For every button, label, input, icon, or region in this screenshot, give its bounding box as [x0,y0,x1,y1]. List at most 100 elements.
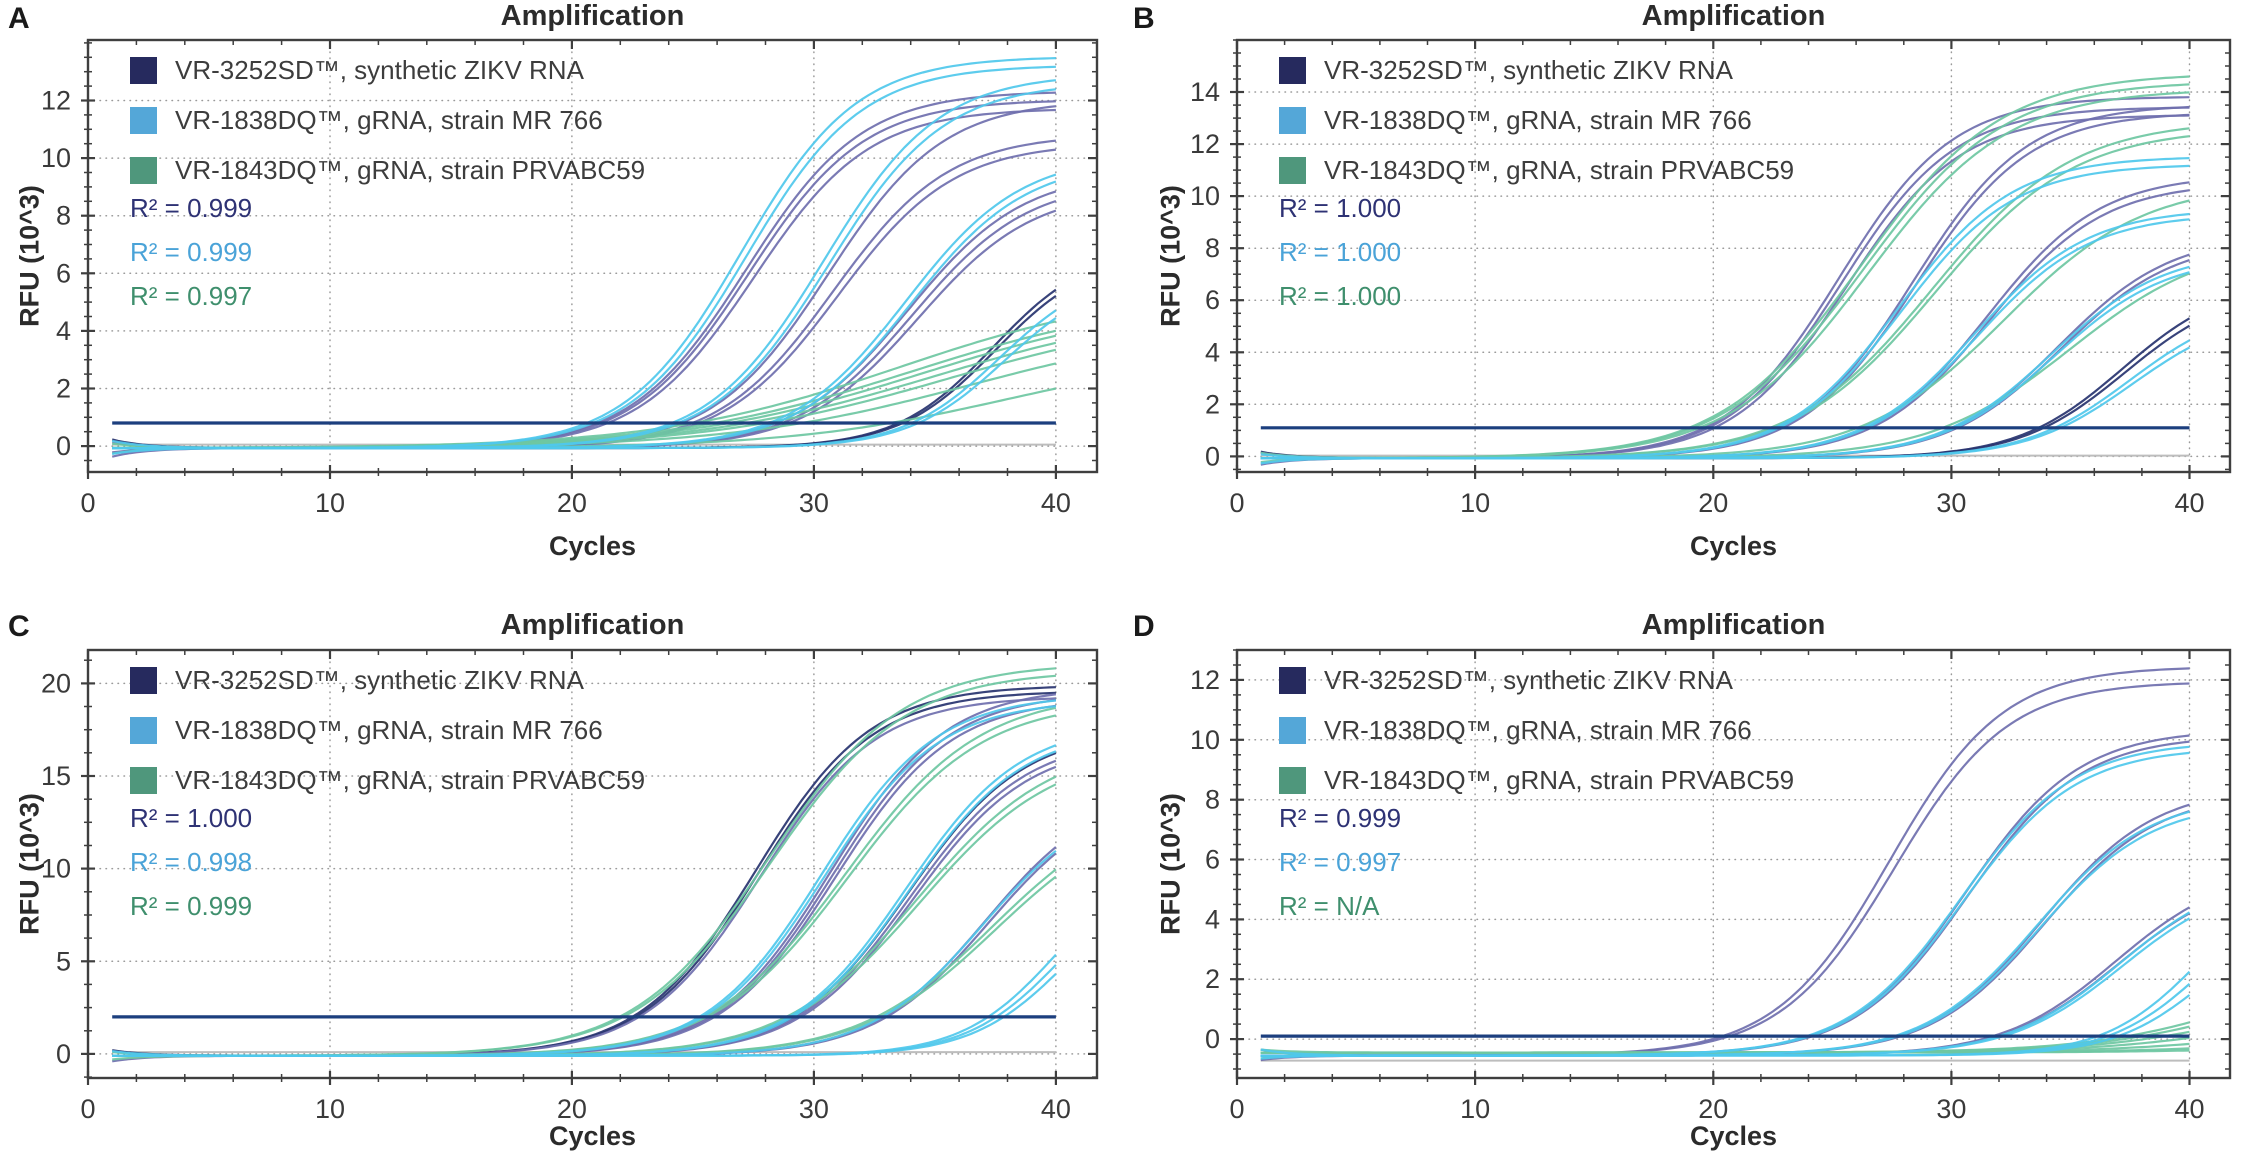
y-axis-label: RFU (10^3) [14,793,45,935]
legend-item: VR-1838DQ™, gRNA, strain MR 766 [130,715,645,746]
panel-a: 0 10 20 30 40 0 2 4 6 8 10 12 A Amplification RFU (… [0,0,1125,578]
legend: VR-3252SD™, synthetic ZIKV RNA VR-1838DQ… [1279,665,1794,796]
r-squared-value-navy: R² = 1.000 [1279,193,1402,223]
panel-c: 0 10 20 30 40 0 5 10 15 20 C Amplification RFU (1… [0,578,1125,1156]
r-squared-block: R² = 0.999 R² = 0.997 R² = N/A [1279,803,1401,922]
svg-text:5: 5 [56,946,71,976]
legend-swatch-navy [130,57,157,84]
svg-text:10: 10 [41,143,71,173]
r-squared-block: R² = 1.000 R² = 1.000 R² = 1.000 [1279,193,1401,312]
y-axis-label: RFU (10^3) [1155,185,1186,327]
legend-item: VR-1838DQ™, gRNA, strain MR 766 [1279,105,1794,136]
svg-text:4: 4 [56,316,71,346]
legend-label: VR-1838DQ™, gRNA, strain MR 766 [1324,105,1752,135]
svg-text:0: 0 [1229,488,1244,518]
panel-d: 0 10 20 30 40 0 2 4 6 8 10 12 D Amplification RFU (… [1125,578,2250,1156]
svg-text:6: 6 [1205,285,1220,315]
legend-label: VR-1843DQ™, gRNA, strain PRVABC59 [1324,765,1795,795]
legend-item: VR-1843DQ™, gRNA, strain PRVABC59 [1279,155,1794,186]
legend: VR-3252SD™, synthetic ZIKV RNA VR-1838DQ… [130,665,645,796]
legend-label: VR-3252SD™, synthetic ZIKV RNA [1324,55,1733,85]
svg-text:10: 10 [41,854,71,884]
x-axis-label: Cycles [548,531,637,561]
legend-label: VR-1838DQ™, gRNA, strain MR 766 [175,105,603,135]
legend-item: VR-3252SD™, synthetic ZIKV RNA [1279,55,1794,86]
r-squared-value-blue: R² = 1.000 [1279,237,1402,267]
r-squared-block: R² = 1.000 R² = 0.998 R² = 0.999 [130,803,252,922]
r-squared-value-green: R² = 0.999 [130,891,253,921]
panel-letter: C [8,610,30,643]
svg-text:15: 15 [41,761,71,791]
legend-item: VR-1843DQ™, gRNA, strain PRVABC59 [130,765,645,796]
y-axis-label: RFU (10^3) [14,185,45,327]
svg-text:10: 10 [1190,725,1220,755]
svg-text:0: 0 [1205,441,1220,471]
legend-item: VR-1838DQ™, gRNA, strain MR 766 [130,105,645,136]
svg-text:12: 12 [1190,129,1220,159]
amplification-plot-d: 0 10 20 30 40 0 2 4 6 8 10 12 [1190,648,2232,1124]
svg-text:20: 20 [557,488,587,518]
svg-text:14: 14 [1190,77,1220,107]
legend-label: VR-1838DQ™, gRNA, strain MR 766 [1324,715,1752,745]
legend-swatch-blue [1279,107,1306,134]
y-axis-label: RFU (10^3) [1155,793,1186,935]
r-squared-block: R² = 0.999 R² = 0.999 R² = 0.997 [130,193,252,312]
r-squared-value-navy: R² = 1.000 [130,803,253,833]
amplification-plot-c: 0 10 20 30 40 0 5 10 15 20 [41,648,1099,1124]
svg-text:6: 6 [56,258,71,288]
amplification-plot-b: 0 10 20 30 40 0 2 4 6 8 10 12 14 [1190,38,2232,518]
svg-text:8: 8 [56,201,71,231]
svg-text:10: 10 [1190,181,1220,211]
chart-title: Amplification [1641,609,1826,641]
legend-label: VR-1843DQ™, gRNA, strain PRVABC59 [175,765,646,795]
svg-text:12: 12 [1190,665,1220,695]
r-squared-value-blue: R² = 0.997 [1279,847,1402,877]
svg-text:2: 2 [56,374,71,404]
svg-text:30: 30 [799,488,829,518]
legend-swatch-navy [130,667,157,694]
svg-text:0: 0 [80,488,95,518]
r-squared-value-green: R² = 1.000 [1279,281,1402,311]
svg-text:40: 40 [1041,488,1071,518]
panel-b: 0 10 20 30 40 0 2 4 6 8 10 12 14 B Amplification RFU… [1125,0,2250,578]
panel-letter: D [1133,610,1155,643]
svg-text:20: 20 [557,1094,587,1124]
legend-swatch-blue [130,107,157,134]
svg-text:20: 20 [41,668,71,698]
legend-swatch-navy [1279,57,1306,84]
svg-text:6: 6 [1205,845,1220,875]
svg-text:20: 20 [1698,1094,1728,1124]
svg-text:2: 2 [1205,964,1220,994]
legend-label: VR-3252SD™, synthetic ZIKV RNA [175,665,584,695]
legend-label: VR-3252SD™, synthetic ZIKV RNA [175,55,584,85]
legend-item: VR-3252SD™, synthetic ZIKV RNA [130,665,645,696]
svg-text:2: 2 [1205,389,1220,419]
legend-swatch-green [1279,157,1306,184]
svg-text:30: 30 [1936,488,1966,518]
legend-swatch-green [1279,767,1306,794]
x-axis-label: Cycles [1689,531,1778,561]
legend-label: VR-1843DQ™, gRNA, strain PRVABC59 [1324,155,1795,185]
svg-text:4: 4 [1205,337,1220,367]
legend-swatch-green [130,767,157,794]
svg-text:10: 10 [315,1094,345,1124]
svg-text:40: 40 [2174,1094,2204,1124]
legend-item: VR-1843DQ™, gRNA, strain PRVABC59 [1279,765,1794,796]
r-squared-value-navy: R² = 0.999 [1279,803,1402,833]
legend-item: VR-3252SD™, synthetic ZIKV RNA [130,55,645,86]
legend-swatch-blue [130,717,157,744]
svg-text:10: 10 [1460,488,1490,518]
legend-swatch-green [130,157,157,184]
x-axis-label: Cycles [548,1121,637,1151]
svg-text:0: 0 [56,1039,71,1069]
legend-item: VR-3252SD™, synthetic ZIKV RNA [1279,665,1794,696]
legend-item: VR-1838DQ™, gRNA, strain MR 766 [1279,715,1794,746]
svg-text:12: 12 [41,86,71,116]
svg-text:0: 0 [80,1094,95,1124]
svg-text:8: 8 [1205,233,1220,263]
svg-text:0: 0 [56,431,71,461]
svg-text:30: 30 [1936,1094,1966,1124]
chart-title: Amplification [500,0,685,32]
r-squared-value-green: R² = N/A [1279,891,1380,921]
svg-text:8: 8 [1205,785,1220,815]
